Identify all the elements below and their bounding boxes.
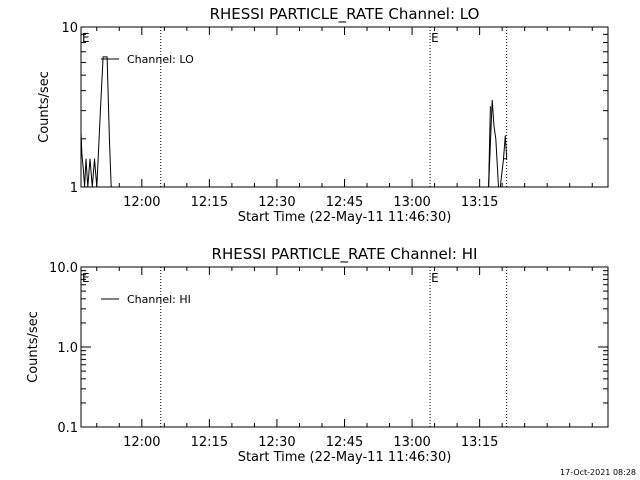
- y-tick-label: 1.0: [57, 341, 78, 356]
- y-tick-label: 10.0: [49, 261, 78, 276]
- x-tick-label: 13:00: [393, 195, 430, 210]
- y-tick-label: 10: [61, 21, 78, 36]
- x-axis-label: Start Time (22-May-11 11:46:30): [238, 210, 452, 225]
- x-tick-label: 12:30: [258, 195, 295, 210]
- x-tick-label: 13:15: [461, 195, 498, 210]
- x-tick-label: 12:15: [191, 435, 228, 450]
- x-tick-label: 12:45: [326, 195, 363, 210]
- chart-title: RHESSI PARTICLE_RATE Channel: LO: [210, 5, 480, 24]
- event-marker-label: E: [82, 271, 90, 285]
- footer-date-stamp: 17-Oct-2021 08:28: [560, 468, 636, 477]
- x-axis-label: Start Time (22-May-11 11:46:30): [238, 450, 452, 465]
- chart-panel-lo: RHESSI PARTICLE_RATE Channel: LO 12:00 12:…: [37, 5, 609, 225]
- plot-frame: [80, 26, 609, 188]
- y-tick-label: 1: [70, 181, 78, 196]
- series-line-lo-2: [503, 135, 508, 159]
- x-tick-label: 12:30: [258, 435, 295, 450]
- y-tick-label: 0.1: [57, 421, 78, 436]
- series-line-lo-0: [80, 56, 507, 188]
- x-tick-label: 12:15: [191, 195, 228, 210]
- x-tick-label: 13:00: [393, 435, 430, 450]
- legend-label: Channel: LO: [127, 53, 194, 66]
- y-axis-label: Counts/sec: [26, 311, 41, 383]
- series-line-lo-1: [488, 106, 491, 188]
- event-marker-label: E: [431, 271, 439, 285]
- x-tick-label: 12:00: [123, 435, 160, 450]
- x-tick-label: 12:45: [326, 435, 363, 450]
- event-marker-label: E: [82, 31, 90, 45]
- y-axis-label: Counts/sec: [37, 71, 52, 143]
- event-marker-label: E: [431, 31, 439, 45]
- chart-panel-hi: RHESSI PARTICLE_RATE Channel: HI 12:00 12:…: [26, 245, 609, 465]
- x-tick-label: 13:15: [461, 435, 498, 450]
- legend-label: Channel: HI: [127, 293, 191, 306]
- plot-frame: [80, 266, 609, 428]
- x-tick-label: 12:00: [123, 195, 160, 210]
- chart-title: RHESSI PARTICLE_RATE Channel: HI: [212, 245, 478, 264]
